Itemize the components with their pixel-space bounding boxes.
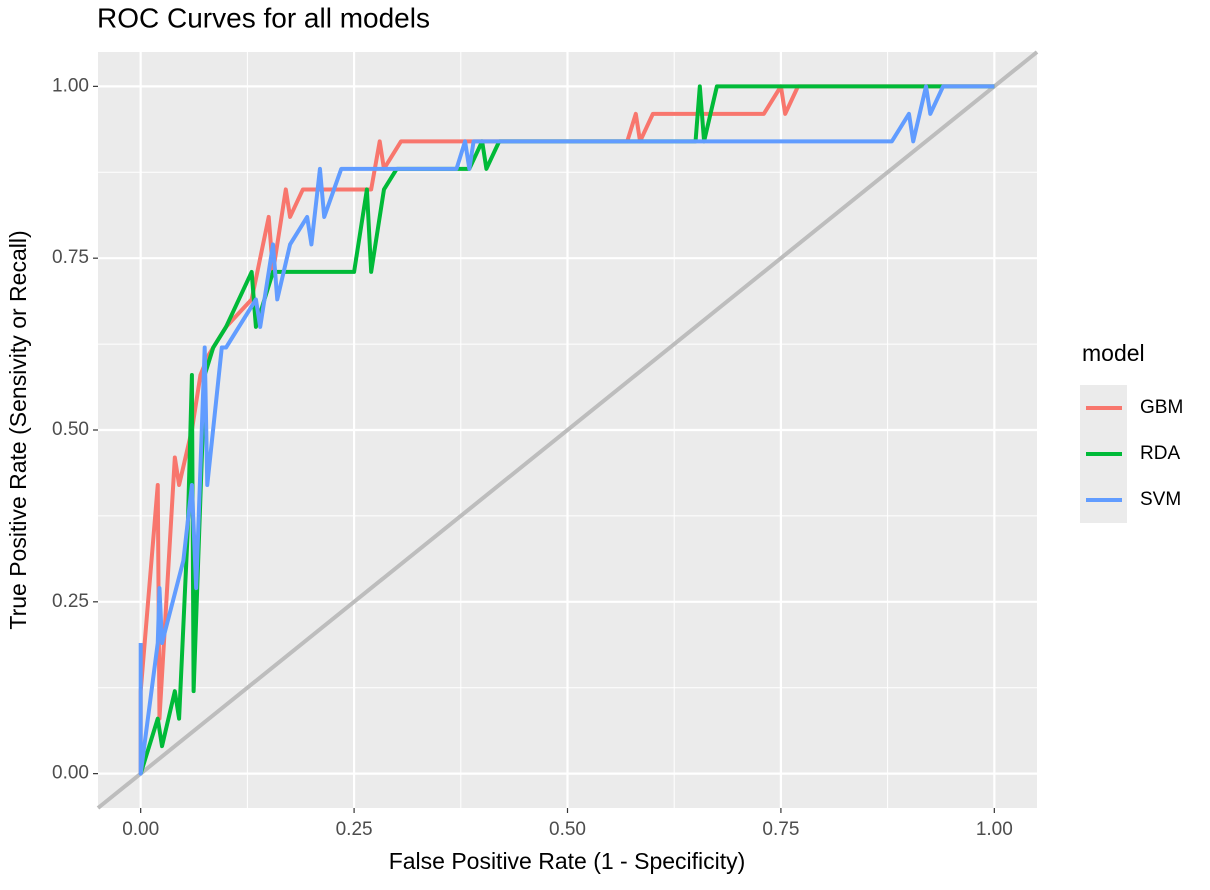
x-tick-label: 0.75 xyxy=(762,819,799,840)
y-tick-label: 1.00 xyxy=(52,75,89,96)
roc-line xyxy=(138,84,995,774)
x-tick-label: 0.25 xyxy=(336,819,373,840)
legend-label: RDA xyxy=(1140,443,1180,464)
x-axis-title: False Positive Rate (1 - Specificity) xyxy=(389,848,746,874)
y-tick-label: 0.75 xyxy=(52,247,89,268)
y-axis-title: True Positive Rate (Sensivity or Recall) xyxy=(5,230,31,629)
x-tick-label: 1.00 xyxy=(976,819,1013,840)
y-tick-label: 0.00 xyxy=(52,763,89,784)
y-tick-label: 0.50 xyxy=(52,419,89,440)
legend-label: GBM xyxy=(1140,397,1183,418)
legend-label: SVM xyxy=(1140,489,1181,510)
reference-diagonal xyxy=(96,50,1039,810)
y-tick-label: 0.25 xyxy=(52,591,89,612)
x-tick-label: 0.50 xyxy=(549,819,586,840)
x-tick-label: 0.00 xyxy=(122,819,159,840)
roc-line xyxy=(138,84,995,776)
legend-title: model xyxy=(1082,340,1145,366)
chart-title: ROC Curves for all models xyxy=(97,2,430,33)
